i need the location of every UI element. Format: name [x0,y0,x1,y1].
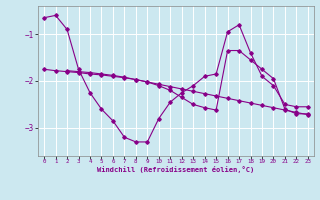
X-axis label: Windchill (Refroidissement éolien,°C): Windchill (Refroidissement éolien,°C) [97,166,255,173]
